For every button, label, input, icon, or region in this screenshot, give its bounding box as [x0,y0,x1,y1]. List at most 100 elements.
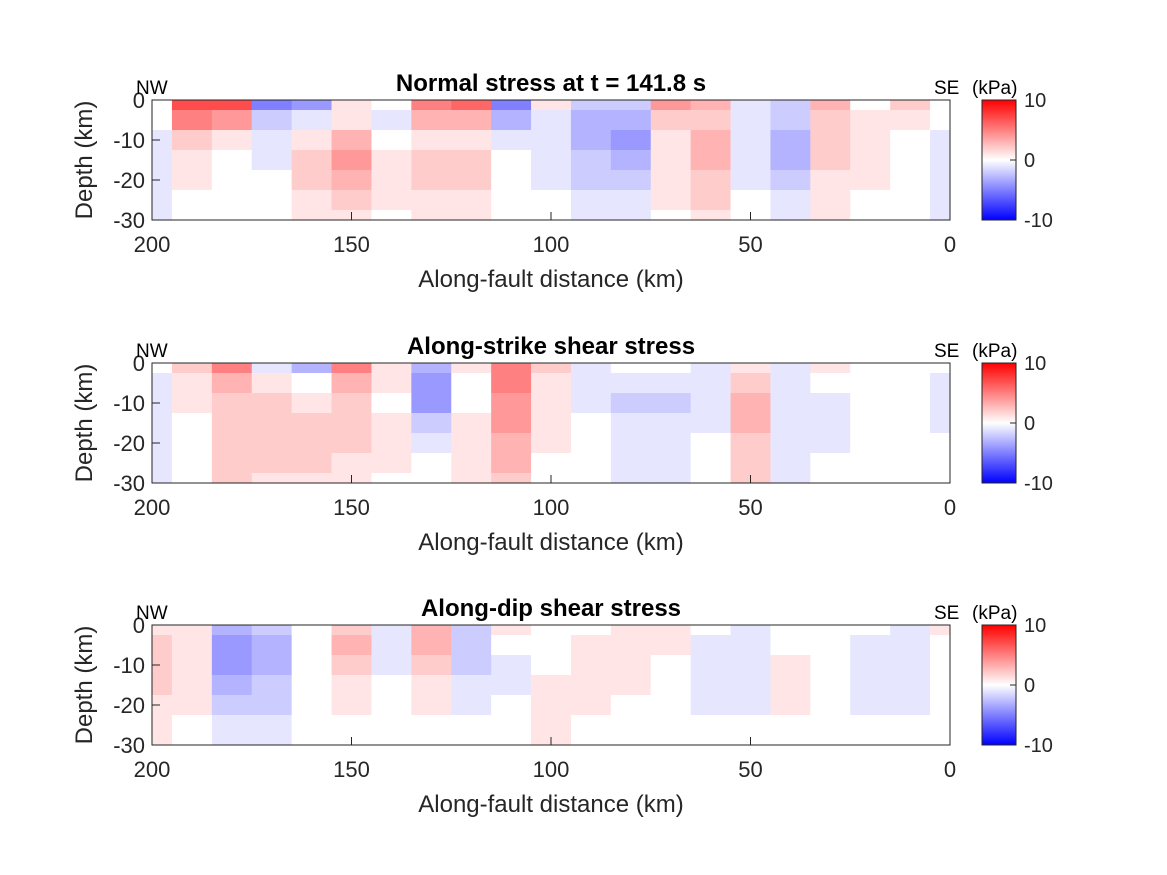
heatmap-cell [491,110,532,131]
heatmap-cell [251,170,293,191]
heatmap-cell [610,393,652,414]
heatmap-cell [770,473,811,484]
heatmap-cell [171,393,213,414]
heatmap-cell [251,433,293,454]
heatmap-cell [411,433,452,454]
heatmap-cell [371,110,412,131]
x-tick-label: 150 [333,232,370,257]
x-tick-label: 0 [944,232,956,257]
y-tick-label: 0 [133,351,145,376]
heatmap-cell [411,393,452,414]
y-tick-label: -20 [113,693,145,718]
heatmap-cell [291,735,333,746]
heatmap-cell [211,433,253,454]
y-tick-label: -10 [113,391,145,416]
heatmap-cell [810,635,851,656]
heatmap-cell [152,170,173,191]
heatmap-cell [890,190,931,211]
heatmap-cell [171,635,213,656]
heatmap-cell [211,363,253,374]
heatmap-cell [850,100,891,111]
heatmap-cell [152,695,173,716]
heatmap-cell [650,100,692,111]
y-tick-label: -30 [113,733,145,758]
heatmap-cell [690,735,732,746]
heatmap-cell [171,473,213,484]
heatmap-cell [610,363,652,374]
heatmap-cell [930,675,951,696]
heatmap-cell [531,433,572,454]
heatmap-cell [451,170,492,191]
heatmap-cell [610,715,652,736]
heatmap-cell [570,453,612,474]
heatmap-cell [171,190,213,211]
heatmap-cell [810,715,851,736]
heatmap-cell [930,170,951,191]
heatmap-cell [531,635,572,656]
heatmap-cell [451,695,492,716]
heatmap-cell [810,695,851,716]
x-tick-label: 150 [333,757,370,782]
heatmap-cell [251,210,293,221]
heatmap-cell [730,373,772,394]
heatmap-cell [730,393,772,414]
heatmap-cell [491,715,532,736]
heatmap-cell [730,625,772,636]
colorbar-unit-label: (kPa) [972,341,1017,362]
heatmap-cell [690,675,732,696]
heatmap-cell [371,635,412,656]
heatmap-cell [371,170,412,191]
heatmap [152,100,951,221]
heatmap-cell [930,473,951,484]
heatmap-cell [810,363,851,374]
heatmap-cell [411,695,452,716]
heatmap-cell [451,433,492,454]
heatmap-cell [371,473,412,484]
heatmap-cell [570,393,612,414]
y-tick-label: 0 [133,88,145,113]
heatmap-cell [291,150,333,171]
heatmap-cell [251,130,293,151]
heatmap-cell [770,635,811,656]
heatmap-cell [890,110,931,131]
heatmap-cell [411,655,452,676]
heatmap-cell [171,363,213,374]
heatmap-cell [331,373,373,394]
heatmap-cell [331,433,373,454]
heatmap-cell [211,695,253,716]
heatmap-cell [251,393,293,414]
y-axis-label: Depth (km) [71,626,98,745]
heatmap-cell [770,110,811,131]
x-tick-label: 200 [134,495,171,520]
heatmap-cell [610,150,652,171]
heatmap-cell [211,110,253,131]
heatmap-cell [690,363,732,374]
heatmap-cell [171,170,213,191]
colorbar: 10 0 -10 (kPa) [972,78,1053,232]
heatmap-cell [531,150,572,171]
heatmap-cell [770,735,811,746]
se-label: SE [934,78,959,99]
heatmap-cell [152,110,173,131]
heatmap-cell [730,170,772,191]
chart-title: Normal stress at t = 141.8 s [396,70,706,97]
heatmap-cell [411,210,452,221]
heatmap-cell [291,695,333,716]
heatmap-cell [491,373,532,394]
heatmap-cell [930,625,951,636]
heatmap-cell [810,373,851,394]
heatmap-cell [930,655,951,676]
heatmap-cell [171,625,213,636]
y-tick-label: -10 [113,653,145,678]
y-tick-label: -10 [113,128,145,153]
heatmap-cell [610,453,652,474]
heatmap [152,625,951,746]
heatmap-cell [371,150,412,171]
heatmap-cell [930,110,951,131]
heatmap-cell [251,735,293,746]
heatmap-cell [251,110,293,131]
heatmap-cell [890,433,931,454]
heatmap-cell [211,150,253,171]
heatmap-cell [730,130,772,151]
heatmap-cell [411,675,452,696]
